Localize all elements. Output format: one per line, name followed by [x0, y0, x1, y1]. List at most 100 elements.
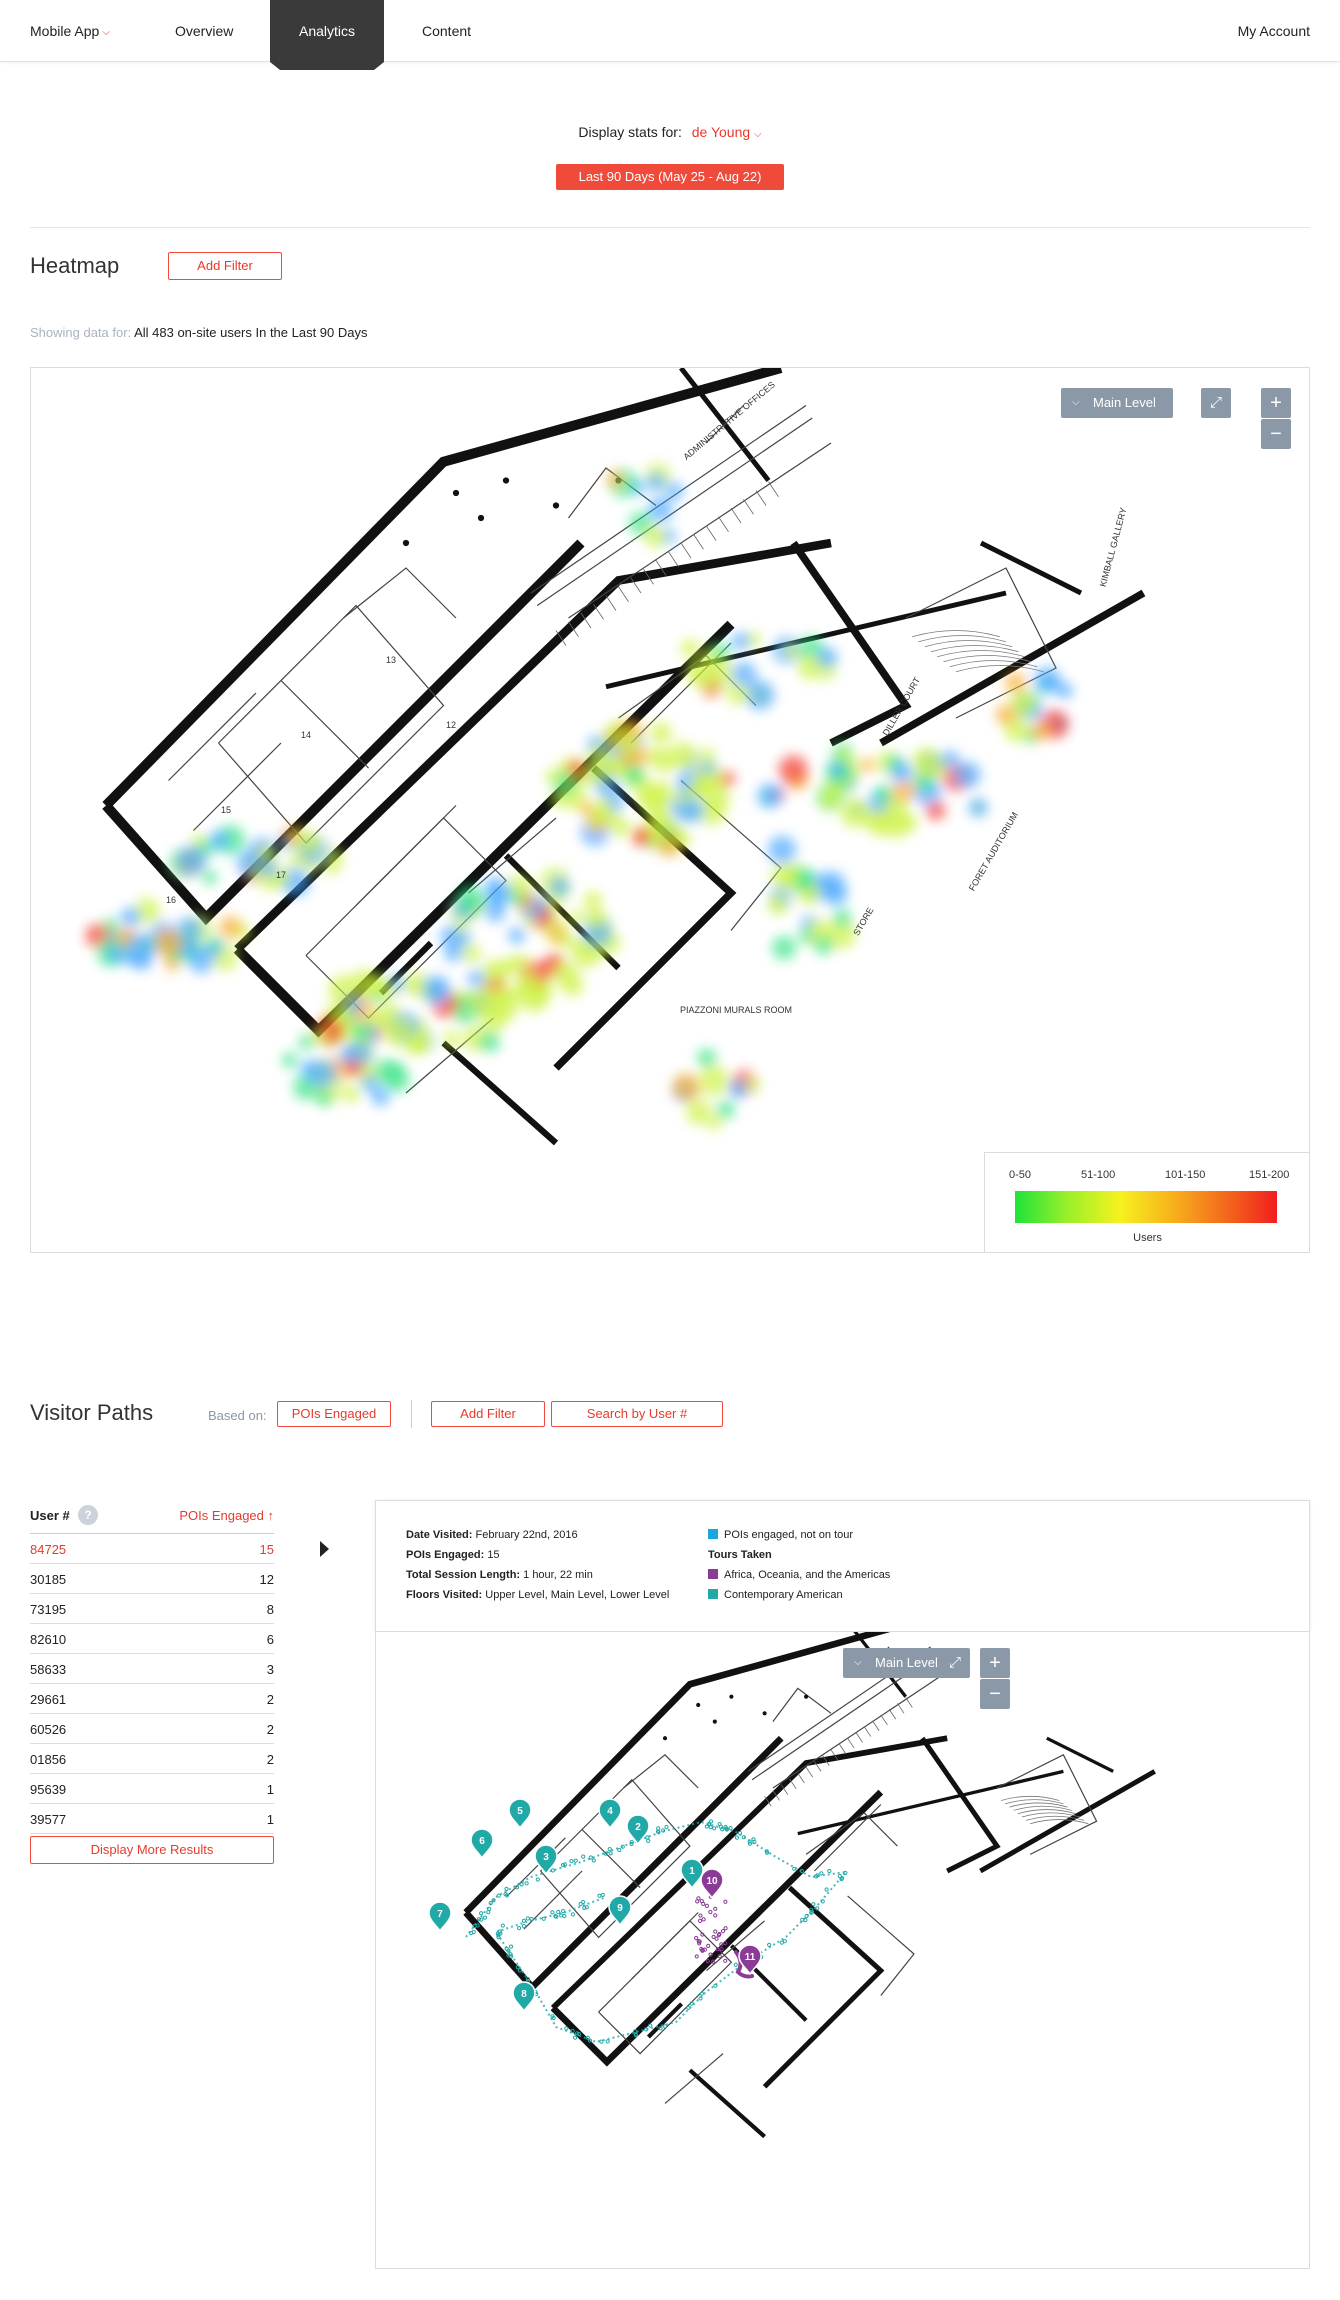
path-dot	[600, 1892, 605, 1898]
date-range-button[interactable]: Last 90 Days (May 25 - Aug 22)	[556, 164, 784, 190]
path-dot	[491, 1898, 496, 1903]
path-dot	[483, 1915, 488, 1920]
path-dot	[700, 1932, 705, 1937]
pois-engaged: POIs Engaged: 15	[406, 1549, 500, 1561]
table-row[interactable]: 73195 8	[30, 1594, 274, 1624]
heat-blob	[767, 893, 789, 915]
path-dot	[605, 2039, 610, 2044]
heat-blob	[606, 470, 624, 488]
help-icon[interactable]: ?	[78, 1505, 98, 1525]
heat-blob	[634, 782, 659, 807]
wall	[920, 1736, 1001, 1874]
user-id: 95639	[30, 1782, 67, 1797]
search-by-user-button[interactable]: Search by User #	[551, 1401, 723, 1427]
showing-value: All 483 on-site users In the Last 90 Day…	[134, 325, 368, 340]
room-label: 14	[301, 730, 311, 740]
stair-line	[805, 1767, 814, 1778]
heat-blob	[744, 1077, 760, 1093]
zoom-in-button[interactable]: +	[1261, 388, 1291, 418]
nav-content[interactable]: Content	[422, 23, 472, 39]
paths-add-filter-button[interactable]: Add Filter	[431, 1401, 545, 1427]
chevron-down-icon: ⌵	[754, 129, 762, 140]
table-row[interactable]: 82610 6	[30, 1624, 274, 1654]
pois-column-header[interactable]: POIs Engaged ↑	[179, 1508, 274, 1523]
path-dot	[488, 1901, 493, 1906]
wall-line	[581, 1829, 641, 1889]
pois-engaged-button[interactable]: POIs Engaged	[277, 1401, 391, 1427]
wall	[762, 1885, 885, 2089]
fullscreen-icon[interactable]: ⤢	[940, 1648, 970, 1678]
heat-blob	[783, 643, 799, 660]
poi-markers: 1 2 3 4 5 6 7 8 9 10 11	[428, 1798, 762, 2013]
heat-blob	[968, 797, 988, 818]
table-row[interactable]: 30185 12	[30, 1564, 274, 1594]
poi-marker: 6	[470, 1828, 494, 1860]
zoom-out-button[interactable]: −	[1261, 419, 1291, 449]
marker-number: 1	[689, 1866, 695, 1877]
floors-visited-value: Upper Level, Main Level, Lower Level	[485, 1589, 670, 1601]
heat-blob	[281, 1052, 298, 1068]
path-dot	[722, 1941, 728, 1946]
table-row[interactable]: 95639 1	[30, 1774, 274, 1804]
level-selector[interactable]: ⌵ Main Level	[1061, 388, 1173, 418]
wall	[797, 1769, 1064, 1836]
zoom-in-button[interactable]: +	[980, 1648, 1010, 1678]
path-dot	[559, 1913, 564, 1918]
path-dot	[570, 2028, 575, 2034]
zoom-out-button[interactable]: −	[980, 1679, 1010, 1709]
heat-blob	[728, 1079, 748, 1099]
fullscreen-icon[interactable]: ⤢	[1201, 388, 1231, 418]
heat-blob	[208, 830, 230, 851]
visitor-paths-title: Visitor Paths	[30, 1400, 154, 1425]
table-row[interactable]: 60526 2	[30, 1714, 274, 1744]
top-navigation: Mobile App ⌵ Overview Analytics Content M…	[0, 0, 1340, 62]
heat-blob	[312, 1029, 327, 1044]
based-on-label: Based on:	[208, 1408, 267, 1423]
heat-blob	[681, 799, 705, 823]
table-row[interactable]: 01856 2	[30, 1744, 274, 1774]
stair-line	[847, 1737, 855, 1749]
seating-row	[912, 630, 1000, 638]
table-row[interactable]: 39577 1	[30, 1804, 274, 1834]
app-switcher[interactable]: Mobile App ⌵	[30, 0, 110, 62]
marker-pin-icon	[598, 1798, 622, 1830]
stair-line	[905, 1697, 913, 1708]
stair-line	[680, 542, 692, 559]
heat-blob	[443, 1031, 460, 1048]
nav-overview[interactable]: Overview	[175, 23, 234, 39]
tours-taken-label: Tours Taken	[708, 1549, 772, 1561]
heat-blob	[553, 961, 578, 986]
path-level-selector[interactable]: ⌵ Main Level	[843, 1648, 955, 1678]
stair-line	[838, 1743, 847, 1755]
wall	[879, 589, 1146, 747]
table-row[interactable]: 58633 3	[30, 1654, 274, 1684]
stair-line	[888, 1708, 897, 1720]
stair-line	[897, 1703, 905, 1714]
path-dot	[839, 1877, 844, 1882]
stair-line	[872, 1720, 880, 1731]
path-dot	[733, 1962, 738, 1967]
user-column-header[interactable]: User #	[30, 1508, 70, 1523]
table-row[interactable]: 29661 2	[30, 1684, 274, 1714]
nav-analytics[interactable]: Analytics	[270, 0, 384, 62]
user-id: 84725	[30, 1542, 67, 1557]
legend-not-on-tour: POIs engaged, not on tour	[708, 1529, 853, 1541]
date-visited: Date Visited: February 22nd, 2016	[406, 1529, 578, 1541]
heatmap-add-filter-button[interactable]: Add Filter	[168, 252, 282, 280]
nav-my-account[interactable]: My Account	[1237, 23, 1310, 39]
seating-row	[1009, 1802, 1068, 1808]
path-dot	[587, 2038, 593, 2043]
heat-blob	[646, 472, 666, 492]
visitor-path-map[interactable]: 1 2 3 4 5 6 7 8 9 10 11 ⌵ Main Level ⤢ + −	[375, 1632, 1310, 2269]
path-dot	[468, 1930, 474, 1936]
heat-blob	[648, 497, 673, 522]
stair-line	[768, 481, 779, 497]
user-id: 29661	[30, 1692, 67, 1707]
heatmap-map[interactable]: ADMINISTRATIVE OFFICES KIMBALL GALLERY PIA…	[30, 367, 1310, 1253]
venue-selector[interactable]: de Young ⌵	[692, 124, 762, 140]
table-row[interactable]: 84725 15	[30, 1534, 274, 1564]
path-dot	[599, 2039, 604, 2044]
heat-blob	[298, 1034, 315, 1050]
active-tab-pointer	[270, 62, 384, 70]
display-more-results-button[interactable]: Display More Results	[30, 1836, 274, 1864]
